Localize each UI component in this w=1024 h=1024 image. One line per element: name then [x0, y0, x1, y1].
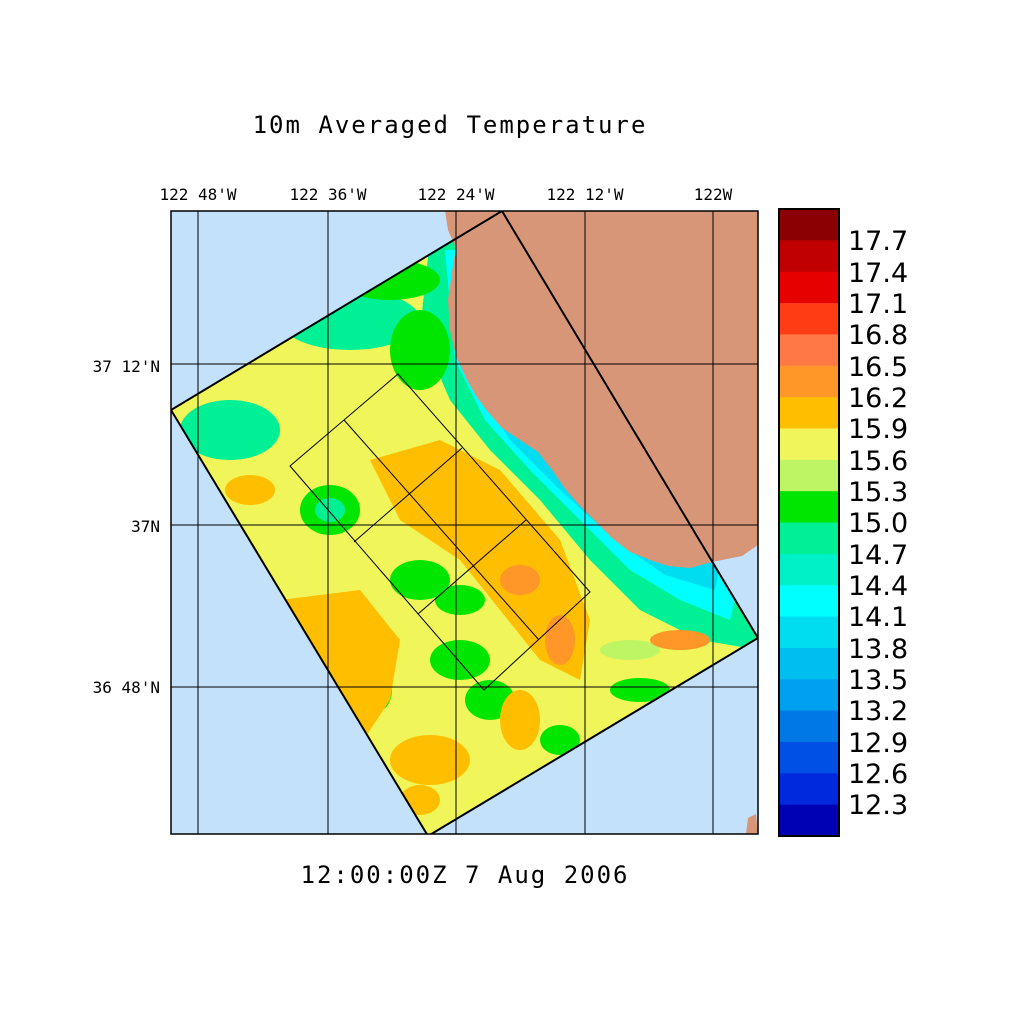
colorbar-label: 15.6: [848, 446, 908, 477]
temperature-region: [225, 475, 275, 505]
colorbar-label: 15.3: [848, 477, 908, 508]
colorbar-label: 16.5: [848, 352, 908, 383]
colorbar-band: [779, 428, 839, 461]
colorbar-band: [779, 741, 839, 774]
colorbar-band: [779, 647, 839, 680]
temperature-region: [180, 400, 280, 460]
map-title: 10m Averaged Temperature: [253, 111, 648, 139]
colorbar-band: [779, 459, 839, 492]
domain-outline: [171, 211, 758, 834]
colorbar-band: [779, 679, 839, 712]
lon-label: 122 36'W: [289, 185, 366, 204]
colorbar-labels: 17.7 17.4 17.1 16.8 16.5 16.2 15.9 15.6 …: [848, 226, 908, 821]
colorbar-label: 14.7: [848, 540, 908, 571]
colorbar-band: [779, 271, 839, 304]
temperature-region: [650, 630, 710, 650]
colorbar-label: 13.8: [848, 634, 908, 665]
temperature-region: [390, 310, 450, 390]
temperature-region: [500, 565, 540, 595]
colorbar-band: [779, 365, 839, 398]
lat-label: 36 48'N: [93, 678, 160, 697]
colorbar-label: 15.0: [848, 508, 908, 539]
temperature-region: [600, 640, 660, 660]
colorbar-label: 14.4: [848, 571, 908, 602]
colorbar-band: [779, 616, 839, 649]
map-frame: [170, 210, 759, 835]
temperature-region: [540, 725, 580, 755]
colorbar-label: 12.9: [848, 728, 908, 759]
lon-label: 122W: [694, 185, 733, 204]
temperature-region: [500, 690, 540, 750]
colorbar-label: 12.3: [848, 790, 908, 821]
colorbar-band: [779, 240, 839, 273]
colorbar-band: [779, 585, 839, 618]
land-fragment: [746, 814, 758, 834]
colorbar-band: [779, 773, 839, 806]
lon-label: 122 24'W: [417, 185, 494, 204]
colorbar-label: 13.5: [848, 665, 908, 696]
temperature-region: [545, 615, 575, 665]
colorbar: [779, 209, 839, 837]
colorbar-label: 17.7: [848, 226, 908, 257]
temperature-region: [390, 560, 450, 600]
lon-label: 122 48'W: [159, 185, 236, 204]
colorbar-band: [779, 209, 839, 241]
lat-label: 37N: [131, 517, 160, 536]
colorbar-label: 16.8: [848, 320, 908, 351]
colorbar-band: [779, 553, 839, 586]
lat-label: 37 12'N: [93, 357, 160, 376]
colorbar-label: 13.2: [848, 696, 908, 727]
colorbar-band: [779, 491, 839, 523]
colorbar-label: 16.2: [848, 383, 908, 414]
colorbar-band: [779, 804, 839, 837]
colorbar-band: [779, 710, 839, 743]
colorbar-label: 17.1: [848, 289, 908, 320]
colorbar-label: 17.4: [848, 258, 908, 289]
colorbar-band: [779, 334, 839, 367]
colorbar-band: [779, 522, 839, 555]
colorbar-band: [779, 303, 839, 335]
colorbar-label: 14.1: [848, 602, 908, 633]
temperature-region: [610, 678, 670, 702]
temperature-region: [315, 498, 345, 522]
temperature-region: [435, 585, 485, 615]
temperature-region: [390, 735, 470, 785]
inner-grid: [289, 373, 591, 691]
temperature-region: [280, 590, 400, 760]
map-timestamp: 12:00:00Z 7 Aug 2006: [301, 861, 630, 889]
lon-label: 122 12'W: [546, 185, 623, 204]
graticule: [171, 211, 758, 834]
map-area: [171, 211, 758, 834]
colorbar-label: 12.6: [848, 759, 908, 790]
temperature-region: [430, 640, 490, 680]
colorbar-frame: [778, 208, 840, 837]
colorbar-band: [779, 397, 839, 429]
colorbar-label: 15.9: [848, 414, 908, 445]
